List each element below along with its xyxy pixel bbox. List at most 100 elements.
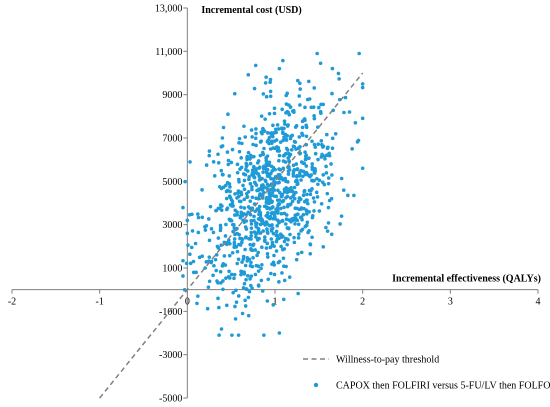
scatter-point — [297, 174, 301, 178]
scatter-point — [291, 174, 296, 178]
scatter-point — [246, 274, 250, 278]
scatter-point — [256, 196, 261, 201]
scatter-point — [279, 211, 284, 216]
scatter-point — [296, 232, 301, 236]
scatter-point — [274, 239, 279, 244]
scatter-point — [360, 116, 365, 121]
scatter-point — [326, 176, 331, 180]
scatter-point — [189, 245, 194, 250]
scatter-point — [278, 168, 283, 172]
scatter-point — [262, 164, 266, 169]
scatter-point — [294, 162, 299, 166]
scatter-point — [265, 251, 270, 256]
scatter-point — [217, 305, 221, 310]
scatter-point — [284, 264, 288, 269]
scatter-point — [240, 311, 245, 316]
scatter-point — [350, 147, 354, 151]
scatter-point — [235, 196, 239, 200]
scatter-point — [207, 279, 212, 284]
scatter-point — [244, 227, 249, 231]
scatter-point — [263, 178, 268, 183]
scatter-point — [285, 242, 289, 247]
scatter-point — [246, 295, 251, 300]
scatter-point — [327, 198, 332, 203]
scatter-point — [235, 162, 240, 167]
scatter-point — [267, 141, 271, 146]
scatter-point — [305, 97, 310, 102]
scatter-point — [327, 153, 332, 158]
scatter-point — [288, 202, 293, 206]
scatter-point — [280, 247, 285, 252]
scatter-point — [298, 103, 302, 107]
scatter-point — [304, 123, 308, 128]
scatter-point — [293, 140, 298, 144]
scatter-point — [319, 139, 324, 143]
scatter-point — [203, 228, 208, 232]
scatter-point — [262, 235, 267, 239]
scatter-point — [272, 272, 277, 277]
scatter-point — [211, 230, 216, 235]
scatter-point — [241, 286, 246, 290]
scatter-point — [220, 136, 225, 140]
scatter-point — [243, 263, 248, 268]
scatter-point — [296, 222, 301, 227]
scatter-point — [211, 273, 215, 278]
scatter-point — [227, 174, 232, 178]
scatter-point — [188, 252, 192, 256]
scatter-point — [233, 208, 237, 213]
scatter-point — [219, 168, 224, 173]
scatter-point — [216, 281, 220, 285]
scatter-point — [244, 212, 249, 217]
scatter-point — [264, 75, 268, 79]
scatter-point — [226, 162, 231, 167]
scatter-point — [214, 268, 218, 273]
scatter-point — [312, 116, 317, 121]
scatter-point — [343, 95, 348, 100]
scatter-point — [247, 174, 251, 179]
scatter-point — [301, 212, 306, 217]
scatter-point — [218, 226, 223, 230]
scatter-point — [235, 261, 240, 266]
scatter-point — [222, 254, 227, 258]
scatter-point — [183, 179, 187, 184]
scatter-point — [261, 92, 266, 96]
scatter-point — [286, 169, 291, 173]
scatter-point — [264, 246, 269, 250]
scatter-point — [265, 131, 270, 135]
scatter-point — [284, 137, 288, 141]
scatter-point — [254, 127, 258, 131]
scatter-point — [266, 138, 271, 142]
scatter-point — [205, 306, 210, 311]
scatter-point — [248, 264, 253, 268]
y-tick-label: -3000 — [159, 350, 182, 361]
scatter-point — [268, 77, 273, 82]
scatter-point — [306, 201, 310, 206]
scatter-point — [254, 131, 258, 136]
scatter-point — [249, 155, 254, 159]
scatter-point — [247, 257, 252, 262]
scatter-point — [239, 210, 244, 215]
y-axis-title: Incremental cost (USD) — [201, 5, 301, 16]
scatter-point — [239, 269, 243, 274]
scatter-point — [273, 146, 277, 151]
scatter-point — [296, 212, 300, 216]
scatter-point — [269, 171, 273, 176]
scatter-point — [289, 220, 293, 224]
scatter-point — [296, 236, 301, 240]
scatter-point — [185, 218, 190, 223]
scatter-point — [246, 189, 251, 194]
scatter-point — [287, 158, 291, 163]
willingness-to-pay-line — [99, 72, 364, 399]
scatter-point — [274, 138, 279, 142]
scatter-point — [232, 223, 236, 227]
scatter-point — [353, 121, 358, 125]
scatter-point — [229, 160, 234, 165]
scatter-point — [282, 187, 287, 192]
scatter-point — [248, 242, 252, 247]
scatter-point — [272, 213, 277, 218]
scatter-point — [287, 275, 292, 279]
scatter-point — [200, 215, 205, 220]
scatter-point — [264, 156, 268, 160]
scatter-point — [182, 287, 187, 292]
